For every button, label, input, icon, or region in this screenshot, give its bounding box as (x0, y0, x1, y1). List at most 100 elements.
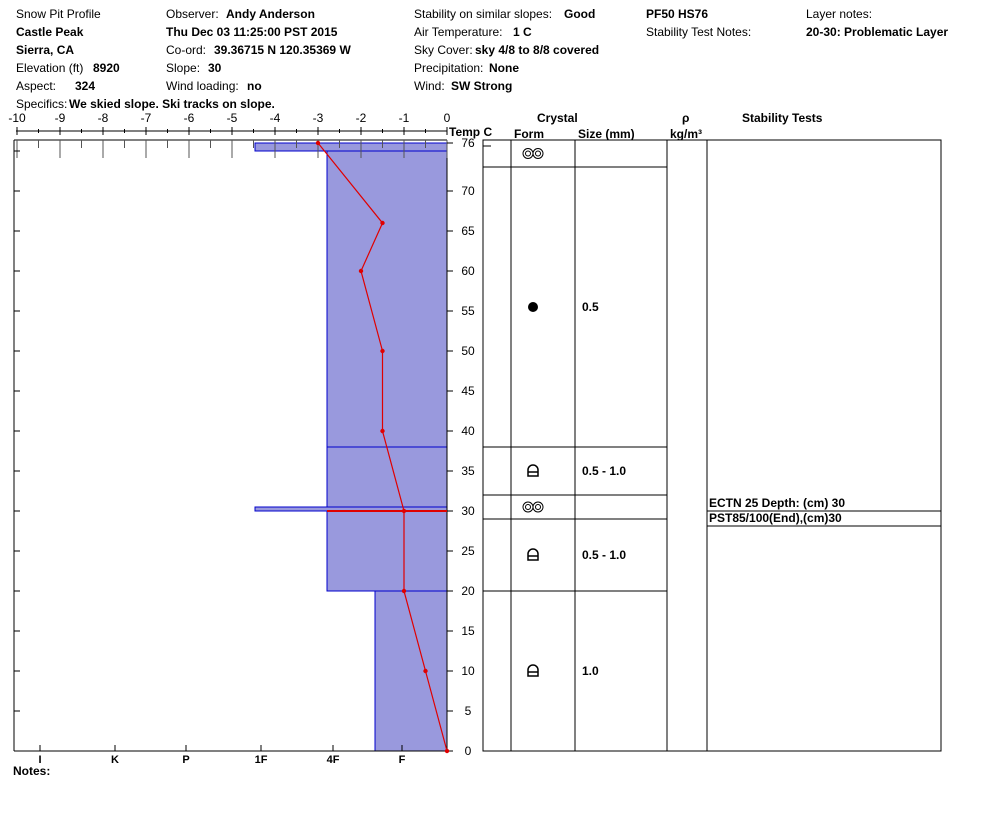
wind-value: SW Strong (451, 79, 513, 93)
depth-tick-label: 25 (461, 544, 475, 558)
depth-tick-label: 45 (461, 384, 475, 398)
elevation-value: 8920 (93, 61, 120, 75)
profile-title: Snow Pit Profile (16, 7, 101, 21)
hardness-layer (254, 142, 448, 152)
aspect-value: 324 (75, 79, 96, 93)
depth-tick-label: 70 (461, 184, 475, 198)
rounded-grain-icon (528, 302, 538, 312)
form-header: Form (514, 127, 544, 141)
air-temp-label: Air Temperature: (414, 25, 503, 39)
depth-tick-label: 35 (461, 464, 475, 478)
elevation-label: Elevation (ft) (16, 61, 84, 75)
temp-tick-label: -10 (8, 111, 26, 125)
temp-tick-label: -1 (399, 111, 410, 125)
wind-loading-label: Wind loading: (166, 79, 239, 93)
depth-tick-label: 20 (461, 584, 475, 598)
aspect-label: Aspect: (16, 79, 57, 93)
layer-notes-label: Layer notes: (806, 7, 873, 21)
layer-notes-value: 20-30: Problematic Layer (806, 25, 949, 39)
temp-tick-label: -7 (141, 111, 152, 125)
surface-hoar-icon (532, 148, 544, 159)
wind-label: Wind: (414, 79, 445, 93)
depth-tick-label: 30 (461, 504, 475, 518)
temperature-point (423, 668, 428, 674)
depth-tick-label: 0 (465, 744, 472, 758)
hardness-label: I (38, 754, 41, 766)
hardness-label: P (182, 754, 189, 766)
surface-hoar-icon (525, 504, 531, 510)
temp-tick-label: -5 (227, 111, 238, 125)
temp-tick-label: 0 (444, 111, 451, 125)
grain-size-label: 0.5 - 1.0 (582, 548, 626, 562)
location-name: Castle Peak (16, 25, 84, 39)
density-unit: kg/m³ (670, 127, 703, 141)
surface-hoar-icon (522, 148, 534, 159)
hardness-layer (326, 510, 448, 592)
precip-value: None (489, 61, 519, 75)
surface-hoar-icon (535, 504, 541, 510)
region-name: Sierra, CA (16, 43, 75, 57)
hardness-layer (326, 446, 448, 508)
temperature-point (380, 348, 385, 354)
temp-tick-label: -2 (356, 111, 367, 125)
stability-test-label: PST85/100(End),(cm)30 (709, 511, 842, 525)
temp-axis-label: Temp C (449, 125, 493, 139)
depth-tick-label: 15 (461, 624, 475, 638)
stability-test-notes-label: Stability Test Notes: (646, 25, 752, 39)
observer-label: Observer: (166, 7, 219, 21)
temperature-point (315, 140, 321, 146)
specifics-label: Specifics: (16, 97, 68, 111)
temp-tick-label: -9 (55, 111, 66, 125)
grain-size-label: 0.5 - 1.0 (582, 464, 626, 478)
temperature-point (380, 428, 385, 434)
surface-hoar-icon (535, 150, 541, 157)
surface-hoar-icon (522, 501, 534, 513)
hardness-layer (326, 150, 448, 448)
depth-tick-label: 76 (461, 136, 475, 150)
hardness-label: F (399, 754, 406, 766)
surface-hoar-icon (525, 150, 531, 157)
grain-size-label: 1.0 (582, 664, 599, 678)
temp-tick-label: -3 (313, 111, 324, 125)
slope-label: Slope: (166, 61, 201, 75)
temperature-point (380, 220, 385, 226)
sky-cover-value: sky 4/8 to 8/8 covered (475, 43, 600, 57)
stability-value: Good (564, 7, 596, 21)
sky-cover-label: Sky Cover: (414, 43, 473, 57)
crystal-table-border (482, 139, 942, 752)
precip-label: Precipitation: (414, 61, 484, 75)
depth-hoar-icon (527, 548, 539, 561)
stability-test-label: ECTN 25 Depth: (cm) 30 (709, 496, 845, 510)
pf-hs-value: PF50 HS76 (646, 7, 709, 21)
slope-value: 30 (208, 61, 222, 75)
temperature-point (401, 588, 407, 594)
hardness-label: 1F (255, 754, 268, 766)
air-temp-value: 1 C (513, 25, 532, 39)
hardness-label: 4F (327, 754, 340, 766)
coord-value: 39.36715 N 120.35369 W (214, 43, 351, 57)
specifics-value: We skied slope. Ski tracks on slope. (69, 97, 275, 111)
surface-hoar-icon (532, 501, 544, 513)
density-symbol: ρ (682, 111, 690, 125)
hardness-label: K (111, 754, 119, 766)
observation-datetime: Thu Dec 03 11:25:00 PST 2015 (166, 25, 338, 39)
crystal-header: Crystal (537, 111, 578, 125)
depth-hoar-icon (527, 464, 539, 477)
depth-tick-label: 10 (461, 664, 475, 678)
stability-label: Stability on similar slopes: (414, 7, 553, 21)
depth-hoar-icon (527, 664, 539, 677)
temp-tick-label: -4 (270, 111, 281, 125)
depth-tick-label: 60 (461, 264, 475, 278)
depth-tick-label: 65 (461, 224, 475, 238)
temperature-point (358, 268, 364, 274)
depth-tick-label: 5 (465, 704, 472, 718)
coord-label: Co-ord: (166, 43, 207, 57)
grain-size-label: 0.5 (582, 300, 599, 314)
depth-tick-label: 40 (461, 424, 475, 438)
wind-loading-value: no (247, 79, 262, 93)
notes-label: Notes: (13, 764, 51, 778)
observer-value: Andy Anderson (226, 7, 315, 21)
temperature-point (444, 748, 450, 754)
stability-tests-header: Stability Tests (742, 111, 823, 125)
depth-tick-label: 50 (461, 344, 475, 358)
